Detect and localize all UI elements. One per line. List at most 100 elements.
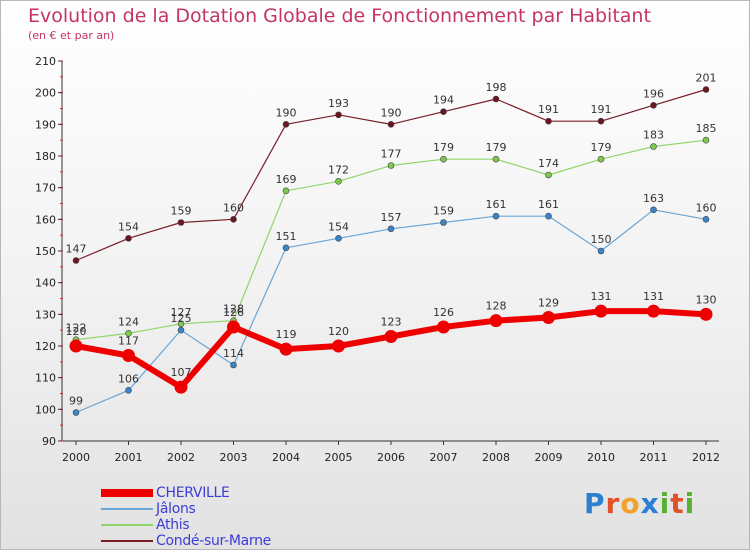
- y-tick-label: 130: [35, 308, 56, 321]
- chart-title: Evolution de la Dotation Globale de Fonc…: [28, 5, 651, 27]
- x-tick-label: 2005: [325, 451, 353, 464]
- data-label: 201: [696, 72, 717, 85]
- legend-item: Condé-sur-Marne: [101, 533, 361, 549]
- data-label: 185: [696, 122, 717, 135]
- data-point: [437, 320, 450, 334]
- chart-subtitle: (en € et par an): [28, 29, 115, 42]
- y-tick-label: 200: [35, 87, 56, 100]
- data-label: 117: [118, 335, 139, 348]
- data-label: 125: [171, 312, 192, 325]
- y-tick-label: 180: [35, 150, 56, 163]
- y-tick-label: 100: [35, 403, 56, 416]
- data-label: 190: [276, 106, 297, 119]
- legend-label: Condé-sur-Marne: [156, 533, 271, 549]
- data-point: [650, 206, 657, 214]
- data-point: [440, 219, 447, 226]
- data-label: 198: [486, 81, 507, 94]
- logo-letter: i: [659, 487, 671, 520]
- chart-legend: CHERVILLE Jâlons Athis Condé-sur-Marne: [101, 485, 361, 549]
- data-point: [335, 178, 342, 185]
- data-label: 119: [276, 328, 297, 341]
- data-point: [125, 330, 132, 337]
- data-label: 179: [591, 141, 612, 154]
- data-point: [177, 219, 185, 226]
- data-point: [335, 235, 342, 242]
- data-point: [597, 155, 605, 163]
- data-point: [492, 212, 500, 220]
- data-point: [122, 349, 135, 362]
- data-label: 161: [486, 198, 507, 211]
- data-point: [699, 307, 713, 321]
- data-point: [597, 247, 605, 255]
- data-label: 169: [276, 173, 297, 186]
- logo-letter: t: [670, 487, 685, 520]
- y-tick-label: 120: [35, 340, 56, 353]
- data-point: [279, 342, 293, 356]
- legend-swatch: [101, 489, 153, 497]
- data-point: [384, 330, 398, 343]
- x-tick-label: 2004: [272, 451, 300, 464]
- data-label: 131: [643, 290, 664, 303]
- y-tick-label: 110: [35, 372, 56, 385]
- data-label: 128: [223, 303, 244, 316]
- data-point: [647, 304, 660, 318]
- data-label: 183: [643, 129, 664, 142]
- data-label: 120: [328, 325, 349, 338]
- legend-swatch: [101, 540, 153, 542]
- data-label: 159: [171, 205, 192, 218]
- data-label: 159: [433, 205, 454, 218]
- data-point: [332, 339, 345, 353]
- data-label: 126: [223, 306, 244, 319]
- data-label: 106: [118, 372, 139, 385]
- data-point: [489, 314, 503, 328]
- data-label: 154: [328, 220, 349, 233]
- data-point: [282, 244, 290, 252]
- data-point: [230, 361, 237, 369]
- data-label: 128: [486, 300, 507, 313]
- y-tick-label: 90: [42, 435, 56, 448]
- x-tick-label: 2009: [535, 451, 563, 464]
- data-point: [174, 380, 188, 394]
- data-label: 194: [433, 94, 454, 107]
- data-point: [702, 136, 710, 144]
- x-tick-label: 2000: [62, 451, 90, 464]
- data-label: 127: [171, 306, 192, 319]
- data-label: 151: [276, 230, 297, 243]
- series-cond-sur-marne: 147 154 159 160 190 193 190 194 198 191 191 196 201: [66, 72, 717, 264]
- data-label: 174: [538, 157, 559, 170]
- data-point: [387, 225, 395, 233]
- data-point: [597, 117, 605, 125]
- data-point: [545, 117, 552, 125]
- logo-letter: r: [605, 487, 621, 520]
- legend-item: Jâlons: [101, 501, 361, 517]
- series-j-lons: 99 106 125 114 151 154 157 159 161 161 150 163 160: [69, 192, 717, 416]
- data-label: 177: [381, 148, 402, 161]
- y-tick-label: 140: [35, 277, 56, 290]
- data-label: 126: [433, 306, 454, 319]
- data-point: [440, 155, 447, 163]
- legend-item: Athis: [101, 517, 361, 533]
- data-label: 160: [696, 201, 717, 214]
- data-point: [125, 387, 132, 394]
- data-label: 190: [381, 106, 402, 119]
- data-label: 150: [591, 233, 612, 246]
- x-tick-label: 2006: [377, 451, 405, 464]
- y-tick-label: 210: [35, 55, 56, 68]
- x-tick-label: 2002: [167, 451, 195, 464]
- logo-letter: o: [620, 487, 641, 520]
- data-point: [177, 320, 185, 328]
- data-point: [650, 102, 657, 109]
- y-tick-label: 170: [35, 182, 56, 195]
- data-label: 196: [643, 87, 664, 100]
- data-label: 114: [223, 347, 244, 360]
- y-tick-label: 150: [35, 245, 56, 258]
- data-label: 122: [66, 322, 87, 335]
- x-tick-label: 2007: [430, 451, 458, 464]
- data-point: [227, 320, 240, 334]
- data-point: [492, 95, 500, 103]
- data-point: [440, 108, 447, 115]
- data-point: [72, 409, 80, 416]
